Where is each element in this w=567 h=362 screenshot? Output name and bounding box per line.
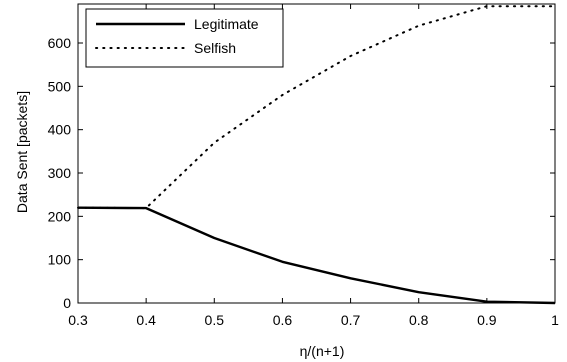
y-tick-label: 0 — [63, 295, 71, 311]
legend-label-selfish: Selfish — [194, 40, 236, 56]
x-tick-label: 0.3 — [68, 312, 88, 328]
legend-label-legitimate: Legitimate — [194, 16, 259, 32]
x-tick-label: 0.8 — [409, 312, 429, 328]
y-tick-label: 500 — [48, 78, 72, 94]
y-tick-label: 300 — [48, 165, 72, 181]
y-tick-label: 400 — [48, 122, 72, 138]
legend-box — [85, 8, 284, 68]
y-tick-label: 100 — [48, 252, 72, 268]
y-tick-label: 200 — [48, 208, 72, 224]
x-tick-label: 0.6 — [273, 312, 293, 328]
plot-area — [77, 5, 556, 305]
x-tick-label: 0.7 — [341, 312, 361, 328]
y-axis-label: Data Sent [packets] — [14, 91, 30, 213]
x-tick-label: 1 — [551, 312, 559, 328]
axes-frame — [77, 3, 556, 304]
legend: Legitimate Selfish — [85, 8, 284, 68]
x-axis-label: η/(n+1) — [300, 343, 345, 359]
x-tick-label: 0.4 — [136, 312, 156, 328]
axes: 0.3 0.4 0.5 0.6 0.7 0.8 0.9 1 0 100 200 300 400 500 60… — [48, 3, 559, 328]
y-tick-label: 600 — [48, 35, 72, 51]
x-tick-label: 0.9 — [477, 312, 497, 328]
series-line-legitimate — [77, 206, 556, 305]
x-tick-label: 0.5 — [205, 312, 225, 328]
